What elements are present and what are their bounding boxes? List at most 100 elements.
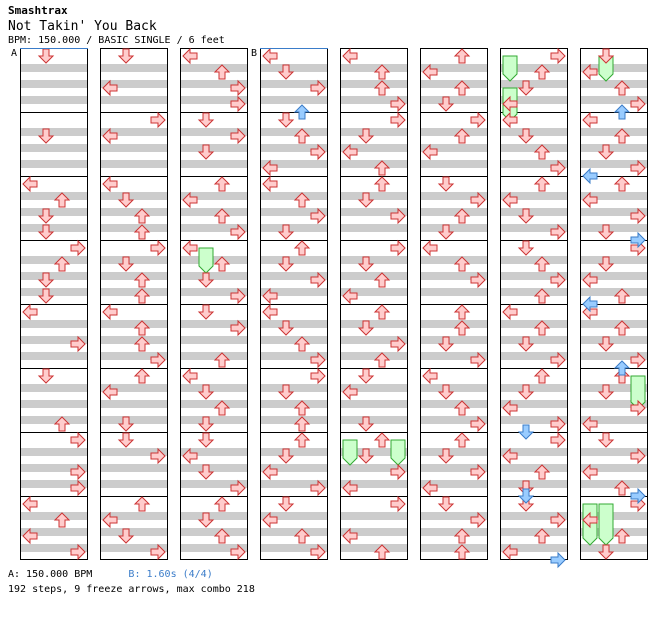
stripe [260,448,328,456]
step-arrow [533,464,551,480]
step-arrow [453,400,471,416]
stripe [20,336,88,344]
step-arrow [37,224,55,240]
stripe [100,480,168,488]
stripe [260,480,328,488]
stripe [580,384,648,392]
step-arrow [373,176,391,192]
stripe [580,544,648,552]
stripe [20,512,88,520]
stripe [500,416,568,424]
stripe [580,96,648,104]
stripe [260,96,328,104]
stripe [180,448,248,456]
stripe [340,400,408,408]
stripe [340,144,408,152]
step-arrow [102,79,118,97]
step-arrow [502,95,518,113]
stripe [260,544,328,552]
step-arrow [102,511,118,529]
step-arrow [70,335,86,353]
step-arrow [293,192,311,208]
step-arrow [597,144,615,160]
step-arrow [197,304,215,320]
stripe [500,208,568,216]
step-arrow [533,256,551,272]
step-arrow [213,208,231,224]
stripe [180,208,248,216]
stripe [500,480,568,488]
stripe [20,416,88,424]
stripe [260,256,328,264]
stripe [340,64,408,72]
step-arrow [70,463,86,481]
stripe [500,400,568,408]
step-arrow [582,415,598,433]
step-arrow [373,272,391,288]
stripe [580,528,648,536]
marker-label: B [251,48,257,59]
stripe [20,288,88,296]
step-arrow [453,80,471,96]
stripe [420,160,488,168]
stripe [20,128,88,136]
step-arrow [262,159,278,177]
stripe [420,384,488,392]
stripe [260,64,328,72]
step-arrow [550,415,566,433]
stripe [580,208,648,216]
stripe [340,384,408,392]
stripe [20,80,88,88]
step-arrow [422,143,438,161]
stripe [420,464,488,472]
step-arrow [582,463,598,481]
step-arrow [70,239,86,257]
stripe [260,288,328,296]
stripe [100,288,168,296]
step-arrow [373,64,391,80]
step-arrow [150,351,166,369]
step-arrow [470,111,486,129]
step-arrow [502,399,518,417]
step-arrow [390,95,406,113]
footer-b-text: B: 1.60s (4/4) [128,569,213,580]
step-arrow [502,447,518,465]
step-arrow [277,496,295,512]
freeze-arrow [342,439,358,466]
step-arrow [182,239,198,257]
shock-arrow [517,424,535,440]
stripe [340,320,408,328]
step-arrow [550,431,566,449]
stripe [100,208,168,216]
step-arrow [133,496,151,512]
stripe [340,448,408,456]
step-arrow [262,175,278,193]
stripe [420,64,488,72]
stripe [340,128,408,136]
stripe [20,272,88,280]
stripe [580,272,648,280]
stripe [500,448,568,456]
step-arrow [150,447,166,465]
step-arrow [70,479,86,497]
stripe [500,80,568,88]
step-arrow [422,63,438,81]
stripe [260,512,328,520]
stripe [500,336,568,344]
step-arrow [197,112,215,128]
stripe [20,64,88,72]
stripe [500,144,568,152]
stripe [20,256,88,264]
step-arrow [37,128,55,144]
step-arrow [453,128,471,144]
step-arrow [117,528,135,544]
step-arrow [197,512,215,528]
step-arrow [182,447,198,465]
step-arrow [630,447,646,465]
freeze-arrow [598,503,614,546]
stripe [420,448,488,456]
step-arrow [342,287,358,305]
step-arrow [70,431,86,449]
step-arrow [230,479,246,497]
stripe [580,64,648,72]
